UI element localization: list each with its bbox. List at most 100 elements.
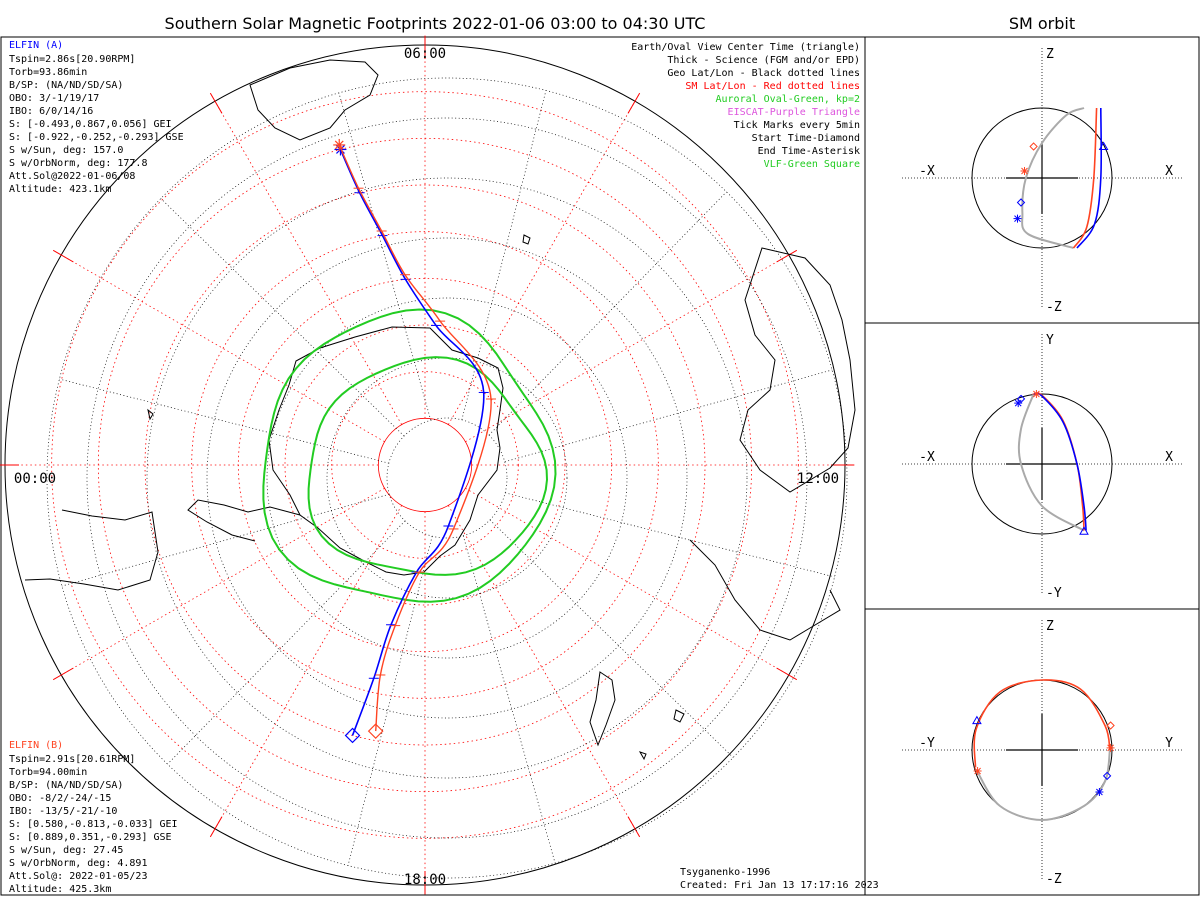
orbit-path-grey — [976, 749, 1111, 822]
elfin-b-track-end-asterisk — [333, 138, 346, 151]
elfin-a-line: S: [-0.493,0.867,0.056] GEI — [9, 119, 172, 130]
orbit-panel: Z -Z -X X — [902, 47, 1182, 315]
mlt-label-left: 00:00 — [14, 471, 56, 487]
orbit-path-elfin-a — [1076, 107, 1103, 249]
axis-label-right: Y — [1165, 736, 1173, 751]
start-diamond — [1029, 142, 1038, 151]
sm-mlt-spoke — [214, 101, 403, 425]
asterisk-stroke — [1096, 788, 1103, 796]
geo-longitude-line — [160, 198, 405, 437]
sm-tick — [627, 816, 641, 838]
axis-label-down: -Z — [1046, 300, 1062, 315]
footprint-tracks — [333, 138, 496, 744]
sm-mlt-spoke — [61, 487, 385, 676]
legend-entry: Thick - Science (FGM and/or EPD) — [667, 55, 860, 66]
polar-grid — [0, 35, 855, 895]
chart-title: Southern Solar Magnetic Footprints 2022-… — [165, 14, 706, 33]
island — [638, 751, 647, 761]
auroral-oval — [262, 308, 557, 603]
axis-label-right: X — [1165, 164, 1173, 179]
geo-longitude-line — [59, 378, 389, 464]
sm-latitude-ring — [191, 231, 659, 699]
elfin-a-line: Altitude: 423.1km — [9, 184, 111, 195]
sm-latitude-ring — [97, 137, 753, 793]
geo-longitude-line — [462, 535, 556, 864]
asterisk-stroke — [1014, 215, 1021, 222]
end-asterisk — [1106, 743, 1115, 752]
start-diamond — [1016, 198, 1026, 207]
elfin-b-line: Torb=94.00min — [9, 767, 87, 778]
orbit-panel: Y -Y -X X — [902, 333, 1182, 601]
elfin-b-track — [338, 144, 492, 732]
auroral-oval-poleward — [307, 356, 549, 576]
elfin-b-line: S: [0.580,-0.813,-0.033] GEI — [9, 819, 178, 830]
orbit-path-grey — [1017, 393, 1085, 532]
elfin-a-line: S w/OrbNorm, deg: 177.8 — [9, 158, 147, 169]
orbit-path-elfin-b — [1072, 107, 1098, 249]
sm-mlt-spoke — [465, 254, 789, 443]
geo-longitude-line — [505, 492, 835, 578]
sm-mlt-spoke — [465, 487, 789, 676]
sm-latitude-ring — [284, 324, 566, 606]
orbit-path-elfin-b — [973, 679, 1111, 768]
sm-tick — [627, 92, 641, 114]
sm-tick — [209, 92, 223, 114]
elfin-a-line: Att.Sol@2022-01-06/08 — [9, 171, 135, 182]
geo-latitude-ring — [146, 177, 748, 779]
axis-label-left: -X — [919, 164, 935, 179]
elfin-a-name: ELFIN (A) — [9, 40, 63, 51]
asterisk-stroke — [334, 140, 344, 150]
axis-label-left: -Y — [919, 736, 935, 751]
sm-mlt-spoke — [61, 254, 385, 443]
figure-frame — [0, 36, 1200, 896]
geo-longitude-line — [338, 92, 432, 421]
sm-tick — [776, 667, 798, 681]
coastline — [24, 59, 856, 761]
sm-tick — [209, 816, 223, 838]
elfin-a-line: OBO: 3/-1/19/17 — [9, 93, 99, 104]
new-zealand-outline — [589, 671, 616, 747]
legend-entry: Tick Marks every 5min — [734, 120, 860, 131]
start-diamond — [1016, 394, 1026, 404]
sm-mlt-spoke — [214, 505, 403, 829]
island — [522, 234, 531, 245]
geo-latitude-ring — [386, 417, 508, 539]
australia-south-coast — [689, 539, 841, 641]
sm-tick — [776, 249, 798, 263]
orbit-panel: Z -Z -Y Y — [902, 619, 1182, 887]
island — [673, 709, 685, 723]
africa-outline — [249, 59, 379, 141]
created-label: Created: Fri Jan 13 17:17:16 2023 — [680, 880, 879, 891]
end-asterisk — [973, 767, 982, 775]
sm-latitude-ring — [377, 417, 473, 513]
geo-latitude-ring — [206, 237, 688, 719]
axis-label-up: Z — [1046, 47, 1054, 62]
end-asterisk — [1013, 214, 1022, 223]
axis-label-up: Y — [1046, 333, 1054, 348]
orbit-panels: Z -Z -X X Y -Y -X X Z -Z -Y Y — [902, 47, 1182, 887]
end-asterisk — [1032, 390, 1041, 398]
sm-latitude-ring — [331, 371, 519, 559]
elfin-b-line: IBO: -13/5/-21/-10 — [9, 806, 117, 817]
elfin-b-info: ELFIN (B) Tspin=2.91s[20.61RPM] Torb=94.… — [9, 740, 178, 895]
sm-mlt-spoke — [447, 505, 636, 829]
view-center-triangle — [1079, 526, 1089, 535]
elfin-a-track — [339, 149, 485, 736]
elfin-b-line: Tspin=2.91s[20.61RPM] — [9, 754, 135, 765]
orbit-title: SM orbit — [1009, 14, 1075, 33]
south-america-outline — [24, 509, 159, 591]
elfin-b-line: B/SP: (NA/ND/SD/SA) — [9, 780, 123, 791]
asterisk-stroke — [1033, 390, 1040, 398]
legend-entry: VLF-Green Square — [764, 159, 860, 170]
legend-entry: Start Time-Diamond — [752, 133, 860, 144]
elfin-a-line: S w/Sun, deg: 157.0 — [9, 145, 123, 156]
geo-latitude-ring — [46, 77, 848, 879]
elfin-a-track-start-diamond — [344, 727, 361, 744]
sm-latitude-ring — [51, 91, 799, 839]
sm-tick — [52, 249, 74, 263]
geo-longitude-line — [61, 493, 390, 587]
elfin-b-track-start-diamond — [367, 723, 384, 739]
geo-longitude-line — [489, 519, 734, 758]
sm-latitude-ring — [144, 184, 706, 746]
geo-latitude-ring — [326, 357, 568, 599]
